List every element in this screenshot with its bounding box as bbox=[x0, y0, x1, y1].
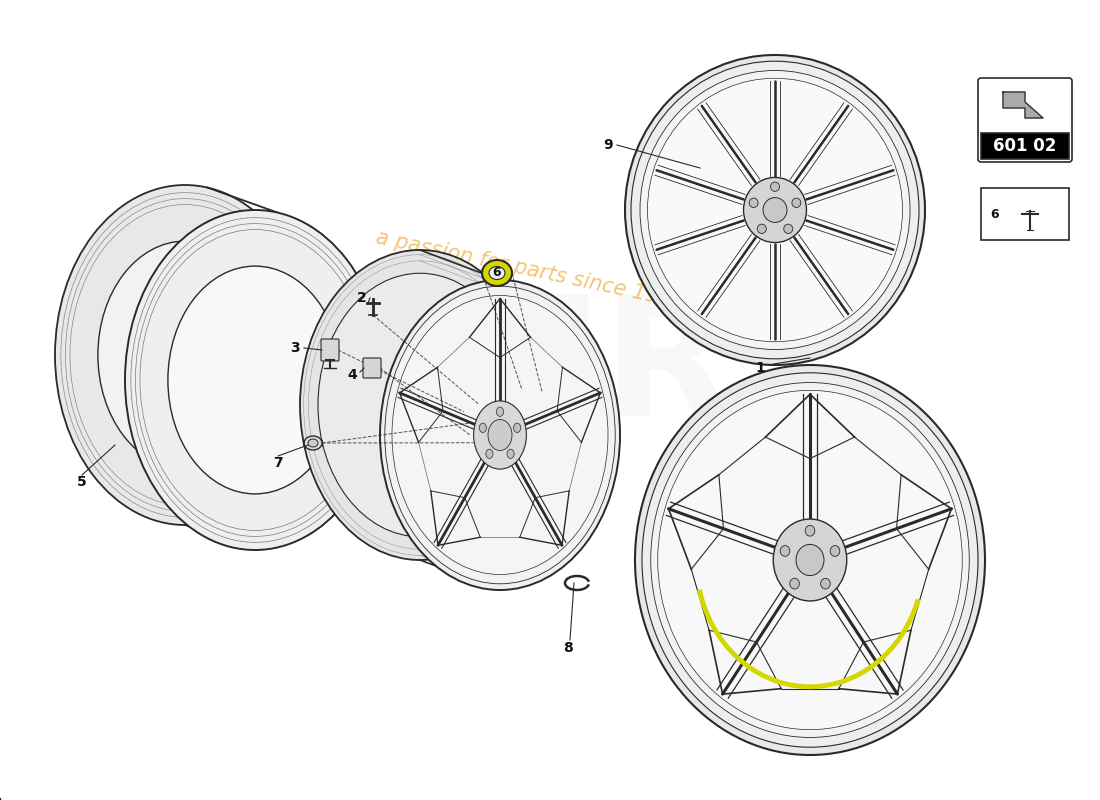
Ellipse shape bbox=[488, 419, 512, 450]
Text: 6: 6 bbox=[493, 266, 502, 279]
Ellipse shape bbox=[744, 178, 806, 242]
Ellipse shape bbox=[168, 266, 342, 494]
Ellipse shape bbox=[757, 224, 767, 234]
Text: GHR: GHR bbox=[328, 289, 733, 451]
Ellipse shape bbox=[496, 407, 504, 416]
Ellipse shape bbox=[55, 185, 315, 525]
Text: 3: 3 bbox=[290, 341, 300, 355]
Ellipse shape bbox=[658, 390, 962, 730]
Ellipse shape bbox=[379, 280, 620, 590]
Ellipse shape bbox=[821, 578, 830, 589]
FancyBboxPatch shape bbox=[981, 188, 1069, 240]
Ellipse shape bbox=[392, 295, 608, 574]
Ellipse shape bbox=[805, 526, 815, 536]
Ellipse shape bbox=[640, 70, 910, 350]
Ellipse shape bbox=[631, 62, 918, 358]
Text: 1: 1 bbox=[755, 361, 764, 375]
Ellipse shape bbox=[318, 274, 522, 537]
Ellipse shape bbox=[763, 198, 786, 222]
Text: a passion for parts since 1985: a passion for parts since 1985 bbox=[374, 227, 686, 313]
Ellipse shape bbox=[635, 365, 984, 755]
FancyBboxPatch shape bbox=[978, 78, 1072, 162]
Ellipse shape bbox=[651, 382, 969, 738]
Text: 2: 2 bbox=[358, 291, 367, 305]
Ellipse shape bbox=[773, 519, 847, 601]
Ellipse shape bbox=[642, 373, 978, 747]
Text: 5: 5 bbox=[77, 475, 87, 489]
Ellipse shape bbox=[308, 439, 318, 447]
FancyBboxPatch shape bbox=[363, 358, 381, 378]
Ellipse shape bbox=[480, 423, 486, 433]
Ellipse shape bbox=[830, 546, 839, 556]
Text: 601 02: 601 02 bbox=[993, 137, 1057, 155]
Text: 6: 6 bbox=[991, 207, 999, 221]
Ellipse shape bbox=[514, 423, 520, 433]
Ellipse shape bbox=[300, 250, 540, 560]
Ellipse shape bbox=[780, 546, 790, 556]
Ellipse shape bbox=[625, 55, 925, 365]
Ellipse shape bbox=[125, 210, 385, 550]
Ellipse shape bbox=[507, 449, 514, 458]
Ellipse shape bbox=[790, 578, 800, 589]
Ellipse shape bbox=[490, 266, 505, 279]
Polygon shape bbox=[1003, 92, 1043, 118]
Text: 8: 8 bbox=[563, 641, 573, 655]
Ellipse shape bbox=[486, 449, 493, 458]
Ellipse shape bbox=[304, 436, 322, 450]
Ellipse shape bbox=[796, 544, 824, 576]
Ellipse shape bbox=[474, 401, 527, 469]
Ellipse shape bbox=[648, 78, 902, 342]
Ellipse shape bbox=[98, 241, 272, 469]
Text: 9: 9 bbox=[603, 138, 613, 152]
Text: 7: 7 bbox=[273, 456, 283, 470]
Ellipse shape bbox=[792, 198, 801, 207]
Ellipse shape bbox=[482, 260, 512, 286]
FancyBboxPatch shape bbox=[321, 339, 339, 361]
Text: 4: 4 bbox=[348, 368, 356, 382]
FancyBboxPatch shape bbox=[981, 133, 1069, 159]
Ellipse shape bbox=[783, 224, 793, 234]
Ellipse shape bbox=[749, 198, 758, 207]
Ellipse shape bbox=[385, 286, 615, 584]
Ellipse shape bbox=[770, 182, 780, 191]
